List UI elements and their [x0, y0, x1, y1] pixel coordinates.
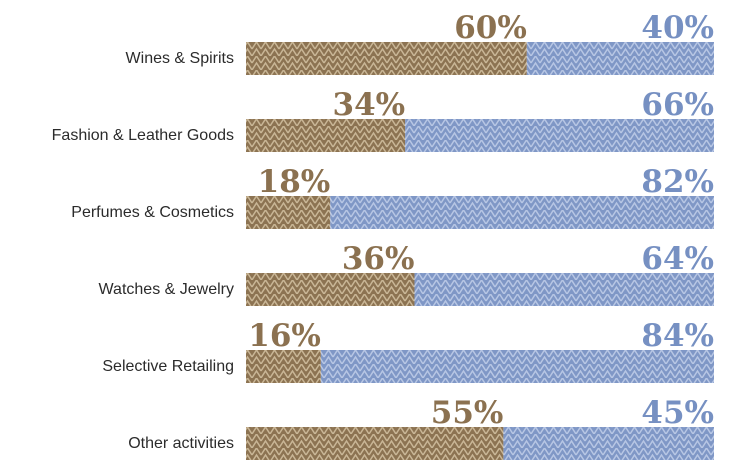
- value-label-perfumes-and-cosmetics-series-1: 18%: [258, 164, 331, 200]
- category-label-other-activities: Other activities: [128, 435, 234, 452]
- value-label-watches-and-jewelry-series-2: 64%: [641, 241, 714, 277]
- bar-fashion-and-leather-goods-series-2: [405, 119, 714, 152]
- bar-perfumes-and-cosmetics-series-2: [330, 196, 714, 229]
- value-label-other-activities-series-1: 55%: [431, 395, 504, 431]
- bar-perfumes-and-cosmetics-series-1: [246, 196, 331, 229]
- category-label-wines-and-spirits: Wines & Spirits: [126, 50, 234, 67]
- bar-other-activities-series-2: [503, 427, 714, 460]
- value-label-wines-and-spirits-series-2: 40%: [641, 10, 714, 46]
- value-label-fashion-and-leather-goods-series-2: 66%: [641, 87, 714, 123]
- bar-fashion-and-leather-goods-series-1: [246, 119, 406, 152]
- category-label-fashion-and-leather-goods: Fashion & Leather Goods: [52, 127, 234, 144]
- bar-other-activities-series-1: [246, 427, 504, 460]
- value-label-fashion-and-leather-goods-series-1: 34%: [333, 87, 406, 123]
- category-label-selective-retailing: Selective Retailing: [102, 358, 234, 375]
- value-label-perfumes-and-cosmetics-series-2: 82%: [641, 164, 714, 200]
- labels-group: Wines & Spirits 60% 40% Fashion & Leather G…: [52, 10, 714, 452]
- bar-wines-and-spirits-series-1: [246, 42, 527, 75]
- bar-selective-retailing-series-2: [320, 350, 714, 383]
- bar-selective-retailing-series-1: [246, 350, 321, 383]
- bar-watches-and-jewelry-series-2: [414, 273, 714, 306]
- value-label-other-activities-series-2: 45%: [641, 395, 714, 431]
- category-label-watches-and-jewelry: Watches & Jewelry: [99, 281, 234, 298]
- bar-wines-and-spirits-series-2: [526, 42, 714, 75]
- value-label-selective-retailing-series-2: 84%: [641, 318, 714, 354]
- category-label-perfumes-and-cosmetics: Perfumes & Cosmetics: [71, 204, 234, 221]
- value-label-wines-and-spirits-series-1: 60%: [454, 10, 527, 46]
- bars-group: [246, 42, 714, 460]
- bar-watches-and-jewelry-series-1: [246, 273, 415, 306]
- value-label-watches-and-jewelry-series-1: 36%: [342, 241, 415, 277]
- value-label-selective-retailing-series-1: 16%: [248, 318, 321, 354]
